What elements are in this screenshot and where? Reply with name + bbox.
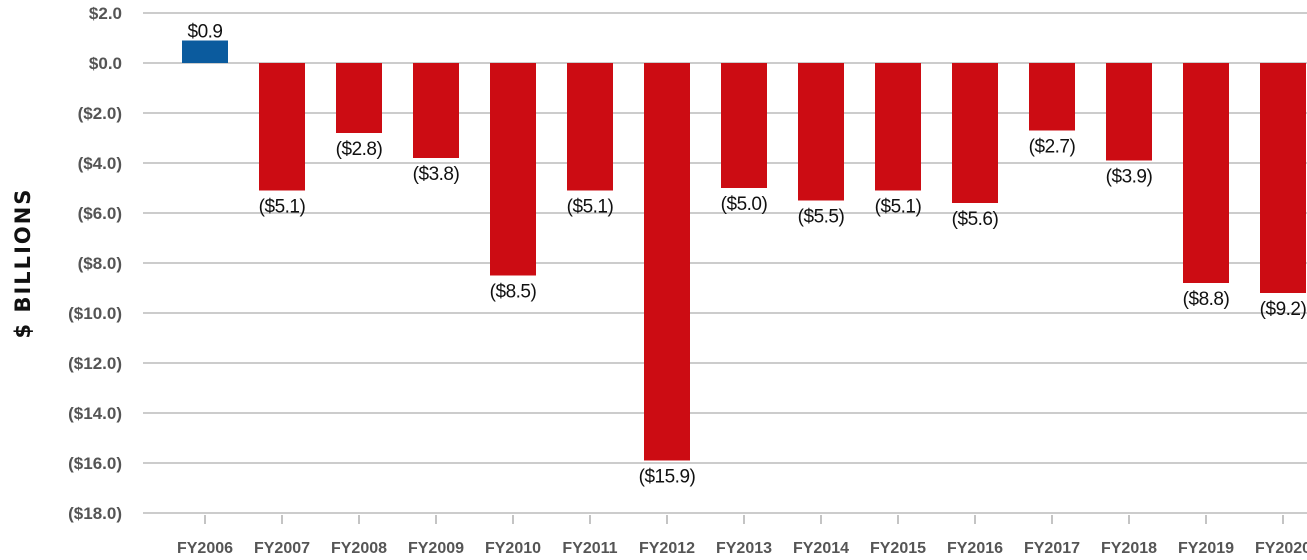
bar-fy2014 xyxy=(798,63,844,201)
bar-fy2009 xyxy=(413,63,459,158)
y-tick-label: $0.0 xyxy=(89,54,122,73)
x-tick-label: FY2019 xyxy=(1178,540,1234,557)
bar-fy2010 xyxy=(490,63,536,276)
y-tick-label: ($2.0) xyxy=(78,104,122,123)
data-label-fy2017: ($2.7) xyxy=(1029,137,1076,158)
data-label-fy2008: ($2.8) xyxy=(336,139,383,160)
bar-fy2016 xyxy=(952,63,998,203)
y-axis-ticks: $2.0 $0.0 ($2.0) ($4.0) ($6.0) ($8.0) ($10.0) (… xyxy=(68,4,122,523)
data-label-fy2015: ($5.1) xyxy=(875,197,922,218)
data-label-fy2016: ($5.6) xyxy=(952,209,999,230)
bar-fy2015 xyxy=(875,63,921,191)
y-tick-label: ($4.0) xyxy=(78,154,122,173)
data-label-fy2014: ($5.5) xyxy=(798,207,845,228)
x-tick-label: FY2006 xyxy=(177,540,233,557)
x-tick-label: FY2009 xyxy=(408,540,464,557)
x-tick-label: FY2015 xyxy=(870,540,926,557)
y-tick-label: ($8.0) xyxy=(78,254,122,273)
x-tick-label: FY2018 xyxy=(1101,540,1157,557)
y-axis-title: $ BILLIONS xyxy=(11,188,35,339)
y-tick-label: ($10.0) xyxy=(68,304,122,323)
bar-fy2018 xyxy=(1106,63,1152,161)
y-tick-label: $2.0 xyxy=(89,4,122,23)
data-label-fy2009: ($3.8) xyxy=(413,164,460,185)
x-tick-label: FY2017 xyxy=(1024,540,1080,557)
bar-fy2011 xyxy=(567,63,613,191)
y-tick-label: ($12.0) xyxy=(68,354,122,373)
bar-fy2007 xyxy=(259,63,305,191)
x-tick-label: FY2013 xyxy=(716,540,772,557)
bar-fy2019 xyxy=(1183,63,1229,283)
data-label-fy2018: ($3.9) xyxy=(1106,167,1153,188)
bar-fy2013 xyxy=(721,63,767,188)
x-axis: FY2006 FY2007 FY2008 FY2009 FY2010 FY2011 FY20… xyxy=(177,515,1307,557)
data-label-fy2012: ($15.9) xyxy=(639,467,696,488)
x-tick-label: FY2010 xyxy=(485,540,541,557)
bar-fy2008 xyxy=(336,63,382,133)
y-tick-label: ($6.0) xyxy=(78,204,122,223)
bar-fy2017 xyxy=(1029,63,1075,131)
bar-fy2006 xyxy=(182,40,228,63)
bar-fy2020 xyxy=(1260,63,1306,293)
data-label-fy2013: ($5.0) xyxy=(721,194,768,215)
data-label-fy2020: ($9.2) xyxy=(1260,299,1307,320)
x-tick-label: FY2008 xyxy=(331,540,387,557)
data-label-fy2019: ($8.8) xyxy=(1183,289,1230,310)
x-tick-label: FY2016 xyxy=(947,540,1003,557)
y-tick-label: ($14.0) xyxy=(68,404,122,423)
bar-fy2012 xyxy=(644,63,690,461)
x-tick-label: FY2020 xyxy=(1255,540,1307,557)
data-labels: $0.9 ($5.1) ($2.8) ($3.8) ($8.5) ($5.1) ($15.9… xyxy=(188,22,1307,488)
x-tick-label: FY2011 xyxy=(562,540,617,557)
data-label-fy2010: ($8.5) xyxy=(490,282,537,303)
bars xyxy=(182,40,1306,461)
data-label-fy2007: ($5.1) xyxy=(259,197,306,218)
x-tick-label: FY2014 xyxy=(793,540,849,557)
y-tick-label: ($18.0) xyxy=(68,504,122,523)
x-tick-label: FY2012 xyxy=(639,540,695,557)
data-label-fy2006: $0.9 xyxy=(188,22,223,43)
data-label-fy2011: ($5.1) xyxy=(567,197,614,218)
y-tick-label: ($16.0) xyxy=(68,454,122,473)
x-tick-label: FY2007 xyxy=(254,540,310,557)
